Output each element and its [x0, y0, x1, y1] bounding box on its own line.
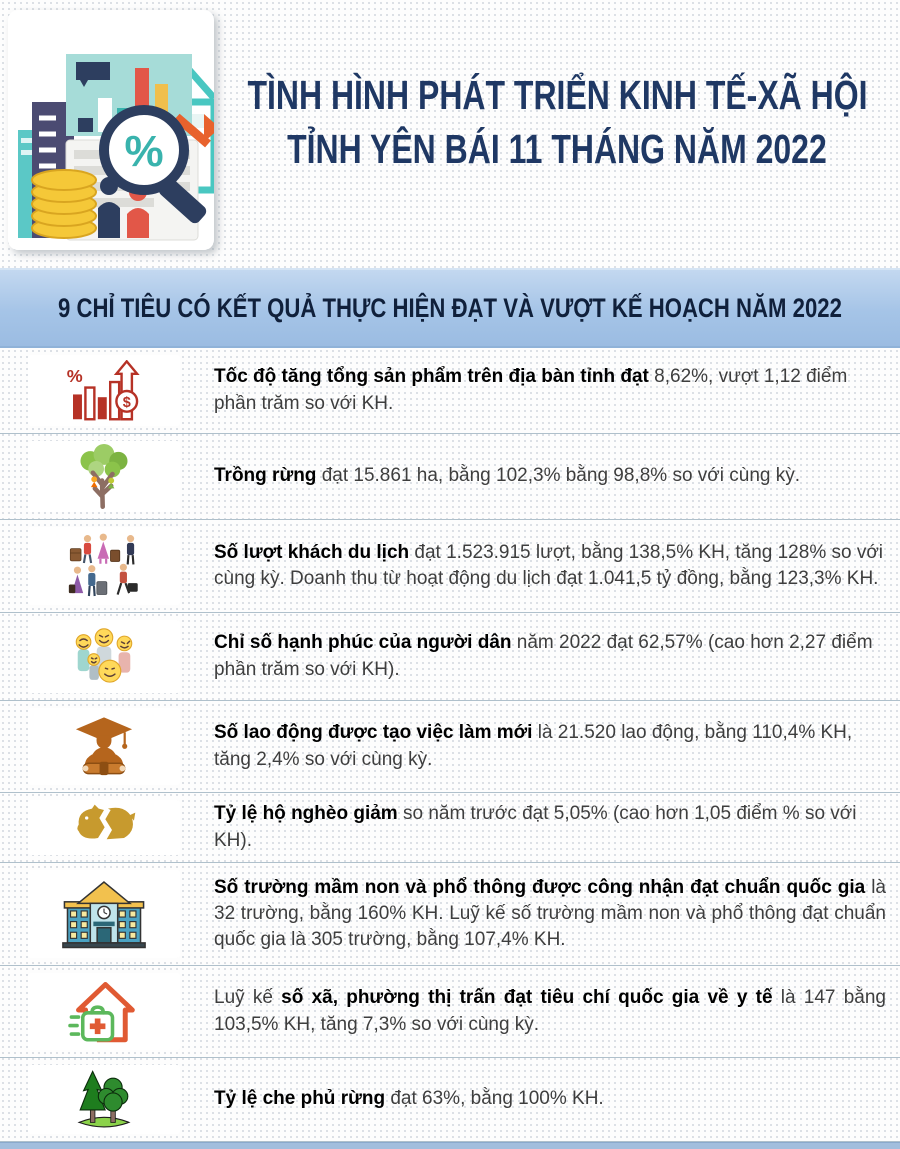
happiness-icon: [75, 628, 133, 683]
indicator-row: Tỷ lệ che phủ rừng đạt 63%, bằng 100% KH…: [0, 1058, 900, 1142]
indicator-icon-cell: [28, 434, 186, 519]
school-icon-box: [28, 870, 180, 958]
health-icon-box: [28, 973, 180, 1050]
gdp-growth-icon: % $: [67, 359, 140, 420]
indicator-list: % $ Tốc độ tăng tổng sản phẩm trên địa b…: [0, 348, 900, 1142]
indicator-row: Số lao động được tạo việc làm mới là 21.…: [0, 701, 900, 793]
svg-text:%: %: [124, 127, 163, 176]
forest-planting-icon: [80, 443, 128, 509]
title-line-1: TÌNH HÌNH PHÁT TRIỂN KINH TẾ-XÃ HỘI: [246, 72, 868, 119]
indicator-text: Chỉ số hạnh phúc của người dân năm 2022 …: [214, 632, 873, 680]
indicator-icon-cell: % $: [28, 348, 186, 433]
section-banner-text: 9 CHỈ TIÊU CÓ KẾT QUẢ THỰC HIỆN ĐẠT VÀ V…: [58, 292, 842, 323]
indicator-icon-cell: [28, 863, 186, 965]
poverty-reduction-icon: [77, 804, 136, 840]
indicator-icon-cell: [28, 793, 186, 862]
health-icon: [68, 982, 135, 1043]
economy-illustration-graphic: %: [18, 54, 214, 241]
indicator-row: Luỹ kế số xã, phường thị trấn đạt tiêu c…: [0, 966, 900, 1058]
economy-analysis-illustration: %: [8, 10, 214, 250]
indicator-text: Trồng rừng đạt 15.861 ha, bằng 102,3% bằ…: [214, 465, 801, 487]
indicator-icon-cell: [28, 520, 186, 612]
new-jobs-icon: [75, 716, 133, 775]
indicator-row: Tỷ lệ hộ nghèo giảm so năm trước đạt 5,0…: [0, 793, 900, 863]
page-title: TÌNH HÌNH PHÁT TRIỂN KINH TẾ-XÃ HỘI TỈNH…: [214, 0, 900, 245]
indicator-icon-cell: [28, 966, 186, 1057]
header: % TÌNH HÌNH PHÁT TRIỂN KINH TẾ-XÃ HỘI TỈ…: [0, 0, 900, 268]
indicator-row: Số trường mầm non và phổ thông được công…: [0, 863, 900, 966]
indicator-row: % $ Tốc độ tăng tổng sản phẩm trên địa b…: [0, 348, 900, 434]
forest-planting-icon-box: [28, 441, 180, 512]
poverty-reduction-icon-box: [28, 800, 180, 855]
tourists-icon-box: [28, 527, 180, 605]
happiness-icon-box: [28, 620, 180, 693]
indicator-icon-cell: [28, 613, 186, 700]
indicator-text: Tỷ lệ che phủ rừng đạt 63%, bằng 100% KH…: [214, 1088, 604, 1110]
bottom-bar: [0, 1142, 900, 1149]
school-icon: [62, 881, 146, 949]
indicator-text: Số lượt khách du lịch đạt 1.523.915 lượt…: [214, 541, 884, 589]
tourists-icon: [68, 533, 138, 597]
indicator-row: Số lượt khách du lịch đạt 1.523.915 lượt…: [0, 520, 900, 613]
forest-cover-icon-box: [28, 1065, 180, 1134]
indicator-text: Luỹ kế số xã, phường thị trấn đạt tiêu c…: [214, 987, 886, 1035]
section-banner: 9 CHỈ TIÊU CÓ KẾT QUẢ THỰC HIỆN ĐẠT VÀ V…: [0, 268, 900, 348]
indicator-text: Số trường mầm non và phổ thông được công…: [214, 876, 886, 951]
svg-text:$: $: [123, 394, 131, 410]
svg-text:%: %: [67, 366, 83, 386]
title-line-2: TỈNH YÊN BÁI 11 THÁNG NĂM 2022: [287, 125, 827, 172]
indicator-icon-cell: [28, 1058, 186, 1141]
indicator-row: Chỉ số hạnh phúc của người dân năm 2022 …: [0, 613, 900, 701]
indicator-icon-cell: [28, 701, 186, 792]
indicator-row: Trồng rừng đạt 15.861 ha, bằng 102,3% bằ…: [0, 434, 900, 520]
new-jobs-icon-box: [28, 708, 180, 785]
gdp-growth-icon-box: % $: [28, 355, 180, 426]
forest-cover-icon: [77, 1069, 131, 1128]
indicator-text: Tốc độ tăng tổng sản phẩm trên địa bàn t…: [214, 366, 848, 414]
indicator-text: Tỷ lệ hộ nghèo giảm so năm trước đạt 5,0…: [214, 803, 857, 851]
indicator-text: Số lao động được tạo việc làm mới là 21.…: [214, 722, 853, 770]
